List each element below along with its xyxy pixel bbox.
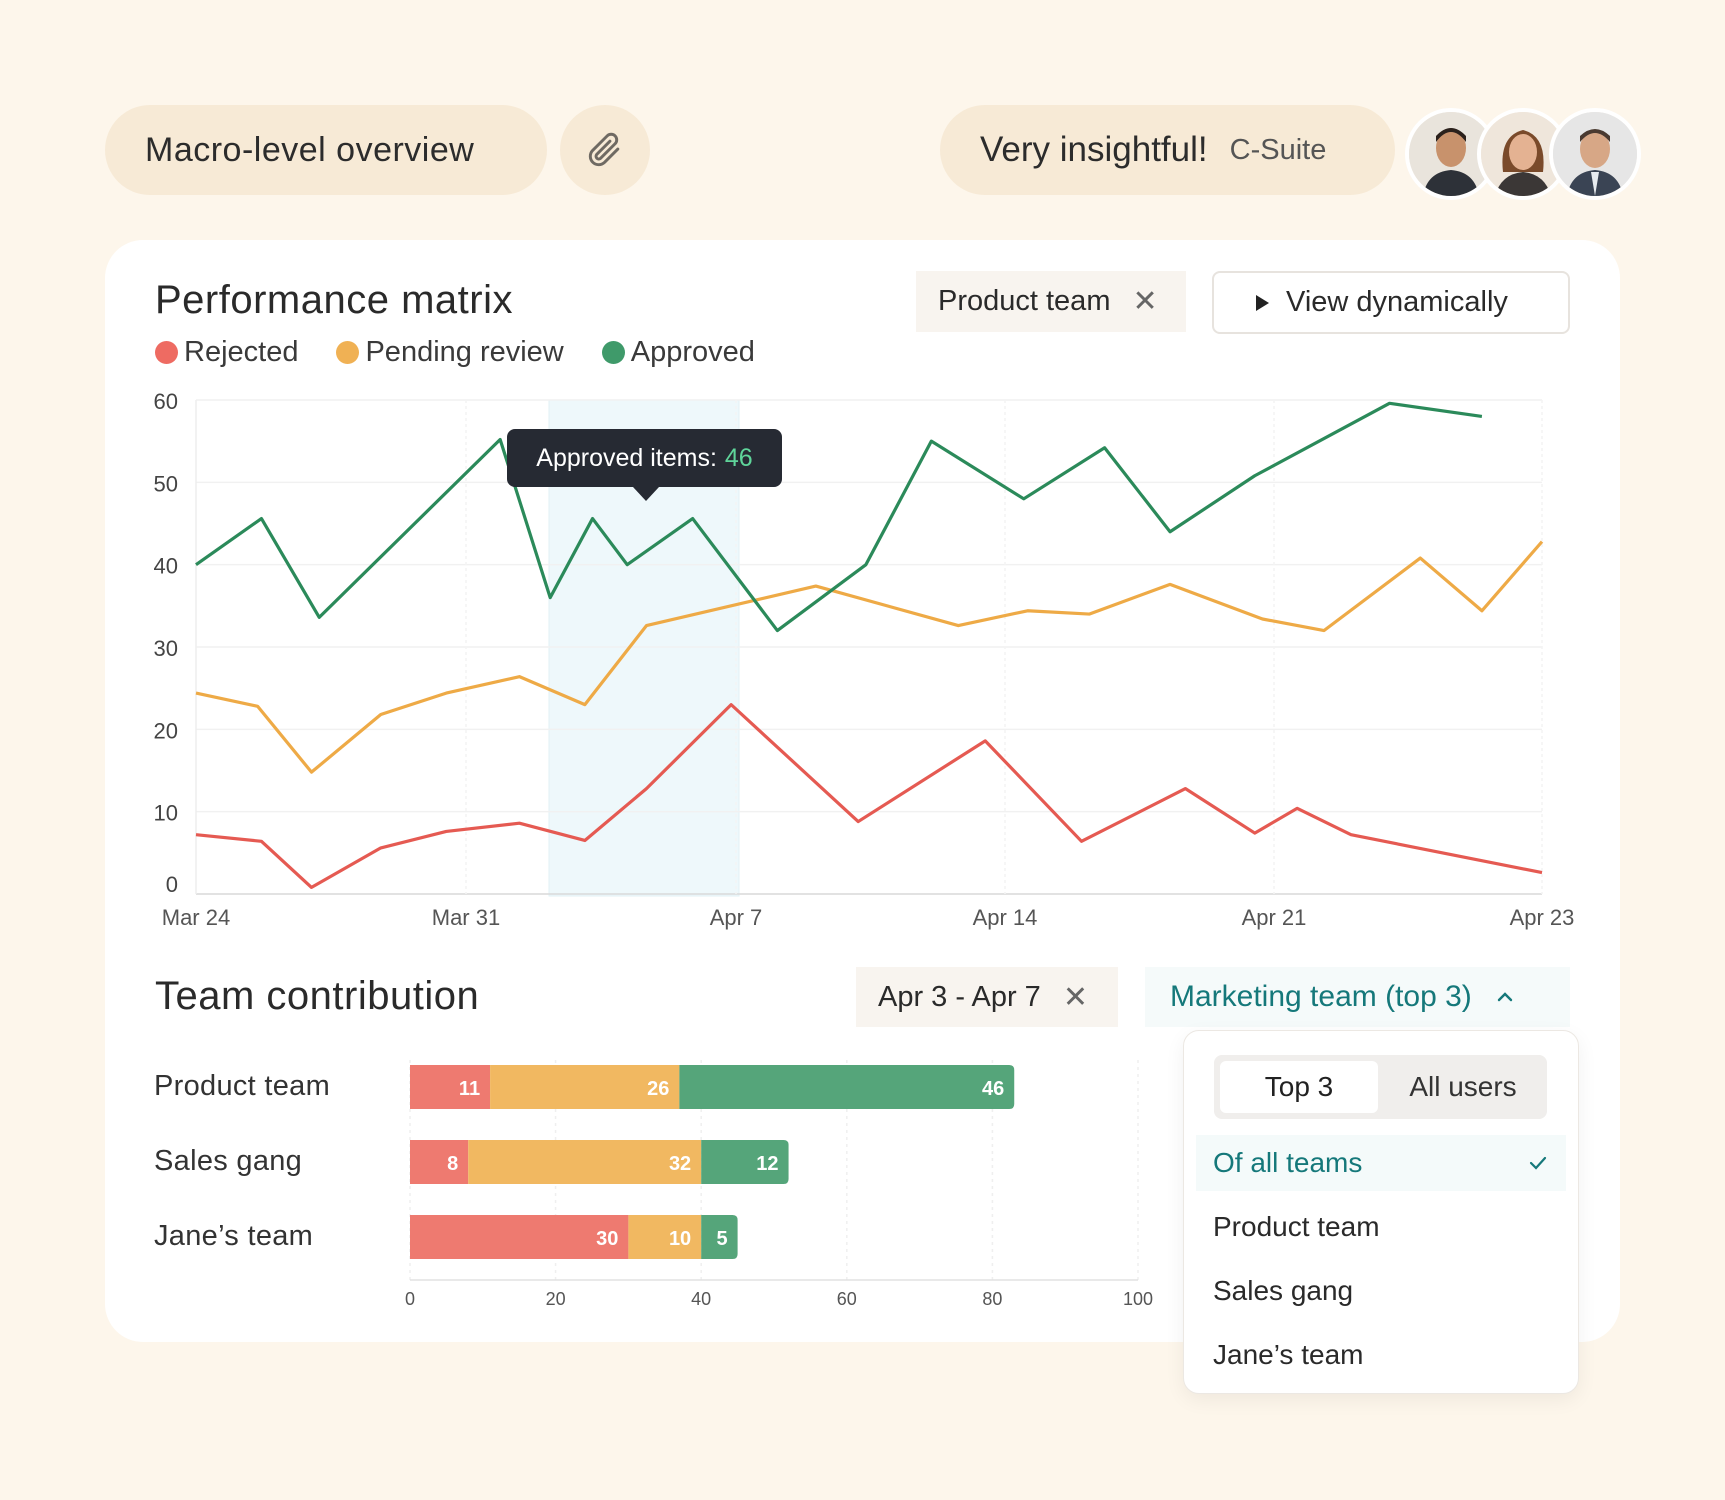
x-tick-label: Apr 23 [1510,905,1575,930]
legend-dot [601,341,625,364]
bar-value-label: 30 [596,1228,618,1250]
attach-button[interactable] [560,105,650,195]
team-label-sales: Sales gang [154,1145,303,1177]
segment-all-users[interactable]: All users [1409,1071,1517,1102]
legend-item-approved: Approved [601,336,755,369]
x-tick-label: 20 [546,1289,566,1309]
series-line-approved [195,401,1483,633]
bar-segment-pending-review [628,1215,702,1259]
avatar-group[interactable] [1405,108,1641,200]
y-tick-label: 20 [154,718,178,743]
chart-tooltip: Approved items: 46 [507,429,782,501]
avatar-3-icon [1553,112,1637,196]
overview-title-pill[interactable]: Macro-level overview [105,105,547,195]
check-icon [1529,1156,1547,1170]
bar-value-label: 12 [756,1153,778,1175]
play-icon [1256,294,1269,311]
date-range-label: Apr 3 - Apr 7 [878,980,1041,1013]
bar-segment-pending-review [490,1065,680,1109]
tooltip-label: Approved items: [536,443,717,472]
x-tick-label: Apr 7 [710,905,763,930]
y-tick-label: 10 [154,801,178,826]
bar-segment-approved [701,1215,738,1259]
y-tick-label: 30 [154,636,178,661]
y-tick-label: 50 [154,471,178,496]
series-line-rejected [195,703,1543,890]
menu-item-sales-gang[interactable]: Sales gang [1196,1263,1566,1319]
legend-dot [155,341,178,364]
bar-value-label: 5 [716,1228,727,1250]
menu-item-label: Product team [1213,1211,1380,1242]
menu-item-label: Sales gang [1213,1275,1354,1306]
bar-segment-rejected [410,1140,469,1184]
close-icon[interactable]: ✕ [1132,285,1158,318]
comment-pill[interactable]: Very insightful! C-Suite [940,105,1395,195]
team-dropdown-label: Marketing team (top 3) [1170,980,1472,1013]
menu-item-product-team[interactable]: Product team [1196,1199,1566,1255]
comment-text: Very insightful! [980,130,1208,169]
close-icon[interactable]: ✕ [1062,980,1088,1014]
bar-value-label: 8 [447,1153,458,1175]
x-tick-label: 40 [691,1289,711,1309]
bar-segment-rejected [410,1065,491,1109]
segmented-control[interactable]: Top 3 All users [1214,1055,1547,1119]
product-team-filter-chip[interactable]: Product team ✕ [916,271,1186,332]
x-tick-label: 60 [837,1289,857,1309]
comment-audience: C-Suite [1229,133,1327,166]
tooltip-value: 46 [724,443,753,472]
performance-title: Performance matrix [155,278,513,322]
view-dynamically-button[interactable]: View dynamically [1212,271,1570,334]
bar-value-label: 10 [669,1228,691,1250]
x-tick-label: Apr 21 [1242,905,1307,930]
legend-label: Rejected [184,336,299,368]
team-label-jane: Jane’s team [154,1220,314,1252]
avatar[interactable] [1549,108,1641,200]
bar-value-label: 26 [647,1078,669,1100]
date-range-chip[interactable]: Apr 3 - Apr 7 ✕ [856,967,1118,1027]
x-tick-label: Mar 24 [162,905,230,930]
x-tick-label: Mar 31 [432,905,500,930]
x-tick-label: 100 [1123,1289,1153,1309]
filter-chip-label: Product team [938,285,1111,317]
bar-segment-approved [679,1065,1015,1109]
menu-item-label: Of all teams [1213,1147,1363,1178]
avatar-1-icon [1409,112,1493,196]
legend-item-pending: Pending review [336,336,564,369]
bar-segment-pending-review [468,1140,702,1184]
legend-dot [336,341,360,364]
legend-label: Pending review [365,336,564,368]
menu-item-janes-team[interactable]: Jane’s team [1196,1327,1566,1383]
contribution-title: Team contribution [155,974,480,1018]
team-label-product: Product team [154,1070,331,1102]
legend-label: Approved [630,336,755,368]
y-tick-label: 40 [154,554,178,579]
series-line-pending-review [195,540,1544,774]
chevron-up-icon [1497,992,1512,1002]
bar-value-label: 46 [982,1078,1004,1100]
view-dynamically-label: View dynamically [1286,286,1508,318]
team-dropdown-menu: Top 3 All users Of all teams Product tea… [1183,1030,1579,1394]
y-tick-label: 0 [166,872,178,897]
x-tick-label: 80 [982,1289,1002,1309]
menu-item-of-all-teams[interactable]: Of all teams [1196,1135,1566,1191]
x-tick-label: Apr 14 [973,905,1038,930]
team-dropdown-trigger[interactable]: Marketing team (top 3) [1145,967,1570,1027]
bar-segment-rejected [410,1215,629,1259]
segment-top3[interactable]: Top 3 [1220,1061,1378,1113]
menu-item-label: Jane’s team [1213,1339,1364,1370]
y-tick-label: 60 [154,389,178,414]
paperclip-icon [588,132,620,167]
x-tick-label: 0 [405,1289,415,1309]
chart-legend: Rejected Pending review Approved [155,336,793,369]
avatar[interactable] [1477,108,1569,200]
bar-segment-approved [701,1140,789,1184]
bar-value-label: 11 [459,1078,480,1100]
legend-item-rejected: Rejected [155,336,298,369]
bar-value-label: 32 [669,1153,691,1175]
overview-title: Macro-level overview [145,130,475,169]
